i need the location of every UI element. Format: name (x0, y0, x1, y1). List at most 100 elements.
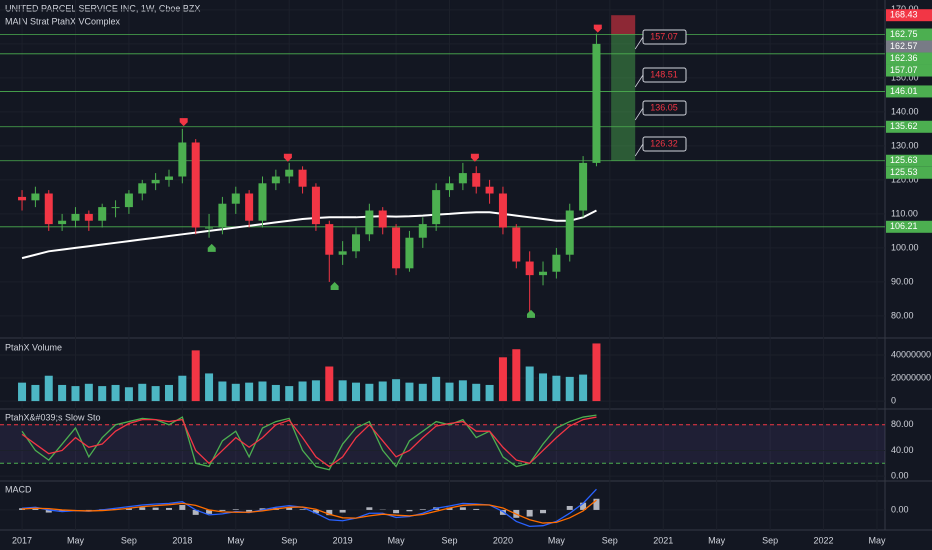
candle-body (445, 183, 454, 191)
macd-histogram-bar (366, 507, 373, 510)
volume-bar (311, 380, 320, 402)
volume-bar (565, 376, 574, 402)
callout-text: 157.07 (650, 31, 678, 41)
candle-body (285, 169, 294, 177)
candle-body (392, 227, 401, 269)
signal-marker (207, 243, 216, 252)
price-label: 106.21 (890, 221, 918, 231)
volume-bar (191, 350, 200, 402)
signal-marker (283, 153, 292, 162)
x-tick-label: May (227, 535, 245, 545)
volume-bar (458, 380, 467, 402)
volume-bar (525, 366, 534, 402)
callout-box (642, 100, 687, 116)
volume-bar (258, 381, 267, 402)
x-tick-label: Sep (602, 535, 618, 545)
macd-histogram-bar (459, 507, 466, 510)
volume-bar (378, 381, 387, 402)
callout-box (642, 67, 687, 83)
candle-body (539, 271, 548, 276)
y-tick-label: 20000000 (891, 372, 931, 382)
y-tick-label: 40.00 (891, 445, 914, 455)
price-label-bg (886, 9, 932, 22)
price-label-bg (886, 28, 932, 41)
x-tick-label: 2018 (172, 535, 192, 545)
candle-body (512, 227, 521, 262)
price-label: 146.01 (890, 86, 918, 96)
candle-body (124, 193, 133, 208)
macd-histogram-bar (540, 509, 547, 514)
candle-body (352, 234, 361, 252)
x-tick-label: Sep (762, 535, 778, 545)
candle-body (205, 227, 214, 229)
x-tick-label: 2017 (12, 535, 32, 545)
candle-body (472, 173, 481, 187)
stoch-line (21, 414, 597, 471)
macd-histogram-bar (165, 507, 172, 510)
candle-body (298, 169, 307, 187)
macd-histogram-bar (299, 509, 306, 510)
signal-marker (179, 118, 188, 127)
volume-bar (178, 375, 187, 402)
price-label-bg (886, 85, 932, 98)
macd-histogram-bar (59, 509, 66, 512)
macd-histogram-bar (446, 507, 453, 510)
volume-bar (205, 373, 214, 402)
callout-pointer (634, 74, 644, 88)
candle-body (552, 254, 561, 272)
volume-bar (285, 386, 294, 402)
macd-histogram-bar (19, 508, 26, 510)
y-tick-label: 80.00 (891, 419, 914, 429)
candle-body (138, 183, 147, 194)
volume-bar (365, 383, 374, 402)
volume-bar (271, 384, 280, 402)
macd-histogram-bar (179, 505, 186, 510)
signal-marker (593, 24, 602, 33)
signal-marker (330, 282, 339, 291)
volume-bar (485, 384, 494, 402)
macd-histogram-bar (246, 509, 253, 512)
macd-histogram-bar (593, 498, 600, 510)
volume-bar (231, 383, 240, 402)
x-tick-label: May (548, 535, 566, 545)
candle-body (378, 210, 387, 228)
volume-bar (472, 383, 481, 402)
macd-histogram-bar (499, 509, 506, 515)
macd-line (21, 488, 597, 528)
volume-bar (71, 386, 80, 402)
macd-histogram-bar (326, 509, 333, 516)
macd-line (22, 499, 597, 524)
signal-marker (470, 153, 479, 162)
volume-bar (298, 381, 307, 402)
candle-body (71, 213, 80, 221)
candle-body (84, 213, 93, 221)
x-tick-label: Sep (281, 535, 297, 545)
y-tick-label: 80.00 (891, 310, 914, 320)
candle-body (111, 207, 120, 209)
macd-histogram-bar (125, 507, 132, 510)
candle-body (31, 193, 40, 201)
macd-histogram-bar (393, 509, 400, 514)
target-zone (611, 34, 636, 161)
candle-body (485, 186, 494, 194)
indicator-title: MAIN Strat PtahX VComplex (5, 16, 121, 26)
y-tick-label: 130.00 (891, 140, 919, 150)
candle-body (245, 193, 254, 221)
macd-histogram-bar (566, 505, 573, 510)
macd-histogram-bar (219, 509, 226, 511)
price-label: 168.43 (890, 10, 918, 20)
pane-title: PtahX Volume (5, 342, 62, 352)
candle-body (311, 186, 320, 225)
macd-histogram-bar (152, 507, 159, 510)
candle-body (164, 176, 173, 180)
volume-bar (592, 343, 601, 402)
x-tick-label: 2020 (493, 535, 513, 545)
macd-histogram-bar (312, 509, 319, 514)
pane-title: MACD (5, 484, 32, 494)
price-label-bg (886, 40, 932, 53)
price-label: 125.63 (890, 155, 918, 165)
candle-body (405, 237, 414, 269)
volume-bar (498, 357, 507, 402)
candle-body (191, 142, 200, 228)
candle-body (432, 190, 441, 225)
